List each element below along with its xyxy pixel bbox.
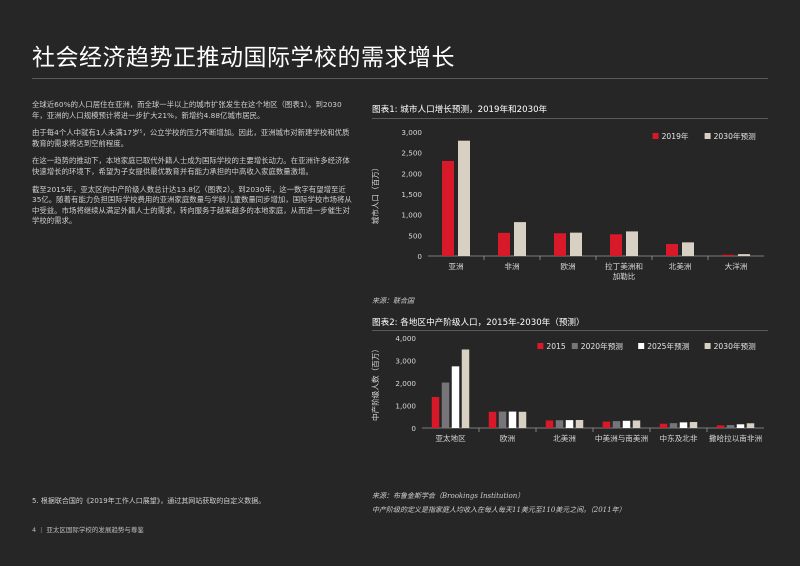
chart2-ylabel: 中产阶级人数（百万） — [370, 345, 380, 421]
footer-title: 亚太区国际学校的发展趋势与尊鉴 — [46, 526, 144, 534]
chart2-legend-swatch — [638, 343, 645, 349]
paragraph-4: 截至2015年，亚太区的中产阶级人数总计达13.8亿（图表2）。到2030年，这… — [32, 184, 352, 226]
chart2-bar-2-0 — [545, 420, 554, 428]
page-number: 4 — [32, 526, 37, 534]
chart1-bar-0-0 — [442, 160, 454, 256]
chart1-ylabel: 城市人口（百万） — [370, 164, 380, 225]
chart2-category-label: 中美洲与南美洲 — [595, 433, 648, 443]
chart2-ytick-label: 3,000 — [395, 357, 416, 366]
chart2-bar-1-3 — [518, 411, 527, 428]
chart1-bar-4-0 — [666, 244, 678, 256]
chart1-bar-2-0 — [554, 233, 566, 256]
chart1-bar-3-1 — [626, 231, 638, 256]
chart2-bar-0-1 — [441, 382, 450, 428]
chart2-legend-label: 2025年预测 — [647, 341, 690, 351]
chart1-urban-population: 0 500 1,000 1,500 2,000 2,500 3,000 城市人口（百万） 亚洲 非… — [370, 128, 764, 281]
chart1-category-label: 欧洲 — [560, 261, 575, 271]
chart1-category-label: 大洋洲 — [725, 261, 748, 271]
chart1-category-label: 拉丁美洲和 — [605, 261, 643, 271]
chart1-legend-label: 2019年 — [662, 131, 689, 141]
chart1-bar-4-1 — [682, 242, 694, 256]
chart2-bar-1-0 — [488, 411, 497, 428]
chart1-legend-swatch — [652, 133, 659, 139]
chart2-legend-swatch — [571, 343, 578, 349]
chart2-bar-2-3 — [575, 420, 584, 428]
chart2-legend-label: 2015 — [546, 342, 565, 351]
chart2-legend-swatch — [537, 343, 544, 349]
chart2-ytick-label: 1,000 — [395, 402, 416, 411]
chart2-bar-5-1 — [726, 425, 735, 428]
chart1-ytick-label: 3,000 — [401, 128, 422, 137]
chart1-ytick-label: 2,500 — [401, 149, 422, 158]
chart2-category-label: 欧洲 — [500, 433, 515, 443]
chart2-note: 中产阶级的定义是指家庭人均收入在每人每天11美元至110美元之间。（2011年） — [372, 506, 626, 514]
chart1-title-divider — [372, 118, 768, 119]
chart2-category-label: 北美洲 — [553, 433, 576, 443]
chart1-ytick-label: 500 — [408, 231, 422, 240]
body-text: 全球近60%的人口居住在亚洲，而全球一半以上的城市扩张发生在这个地区（图表1）。… — [32, 100, 352, 234]
chart2-category-label: 撒哈拉以南非洲 — [709, 433, 762, 443]
chart2-bar-3-2 — [622, 420, 631, 428]
chart2-bar-5-0 — [716, 425, 725, 428]
chart1-bar-5-0 — [722, 254, 734, 256]
chart1-ytick-label: 0 — [417, 252, 422, 261]
chart2-ytick-label: 4,000 — [395, 334, 416, 343]
chart2-ytick-label: 0 — [411, 424, 416, 433]
chart2-bar-3-3 — [632, 420, 641, 428]
chart2-source: 来源：布鲁金斯学会（Brookings Institution） — [372, 492, 525, 500]
chart2-bar-3-0 — [602, 421, 611, 428]
chart2-category-label: 亚太地区 — [435, 433, 466, 443]
chart1-ytick-label: 2,000 — [401, 169, 422, 178]
chart1-title: 图表1: 城市人口增长预测，2019年和2030年 — [372, 105, 548, 115]
chart2-title-divider — [372, 330, 768, 331]
chart2-bar-5-2 — [736, 424, 745, 428]
chart2-legend-swatch — [704, 343, 711, 349]
chart1-ytick-label: 1,000 — [401, 211, 422, 220]
chart2-bar-0-2 — [451, 366, 460, 428]
chart2-bar-2-2 — [565, 420, 574, 428]
chart2-bar-0-0 — [431, 396, 440, 428]
chart1-category-label: 亚洲 — [448, 262, 463, 271]
chart1-bar-1-0 — [498, 232, 510, 256]
chart2-bar-4-0 — [659, 423, 668, 428]
chart2-bar-4-1 — [669, 423, 678, 428]
chart1-source: 来源：联合国 — [372, 297, 414, 305]
chart2-bar-3-1 — [612, 421, 621, 428]
page-footer: 4 | 亚太区国际学校的发展趋势与尊鉴 — [32, 526, 144, 534]
chart1-legend-swatch — [704, 133, 711, 139]
chart1-ytick-label: 1,500 — [401, 190, 422, 199]
paragraph-2: 由于每4个人中就有1人未满17岁⁵，公立学校的压力不断增加。因此，亚洲城市对新建… — [32, 128, 350, 148]
chart2-legend-label: 2030年预测 — [714, 341, 757, 351]
chart2-bar-4-3 — [689, 422, 698, 428]
chart1-category-label: 加勒比 — [613, 271, 636, 281]
chart1-legend-label: 2030年预测 — [714, 131, 757, 141]
chart1-category-label: 北美洲 — [669, 261, 692, 271]
chart2-legend-label: 2020年预测 — [581, 341, 624, 351]
chart2-bar-1-1 — [498, 411, 507, 428]
chart2-title: 图表2: 各地区中产阶级人口，2015年-2030年（预测） — [372, 318, 585, 328]
chart2-middle-class: 0 1,000 2,000 3,000 4,000 中产阶级人数（百万） 亚太地区 欧洲 北美洲… — [370, 334, 764, 443]
chart2-bar-1-2 — [508, 411, 517, 428]
chart1-category-label: 非洲 — [504, 261, 519, 271]
chart1-bar-3-0 — [610, 234, 622, 256]
chart2-category-label: 中东及北非 — [660, 433, 698, 443]
footnote: 5. 根据联合国的《2019年工作人口展望》，通过其网站获取的自定义数据。 — [32, 497, 266, 505]
paragraph-1: 全球近60%的人口居住在亚洲，而全球一半以上的城市扩张发生在这个地区（图表1）。… — [32, 100, 342, 120]
title-divider — [32, 78, 768, 79]
page-title: 社会经济趋势正推动国际学校的需求增长 — [32, 45, 455, 71]
chart2-bar-2-1 — [555, 420, 564, 428]
chart2-bar-0-3 — [461, 349, 470, 428]
paragraph-3: 在这一趋势的推动下，本地家庭已取代外籍人士成为国际学校的主要增长动力。在亚洲许多… — [32, 156, 350, 176]
chart1-bar-1-1 — [514, 222, 526, 256]
chart2-bar-4-2 — [679, 422, 688, 428]
chart2-bar-5-3 — [746, 423, 755, 428]
chart1-bar-5-1 — [738, 254, 750, 256]
chart1-bar-2-1 — [570, 232, 582, 256]
chart2-ytick-label: 2,000 — [395, 379, 416, 388]
chart1-bar-0-1 — [458, 140, 470, 256]
